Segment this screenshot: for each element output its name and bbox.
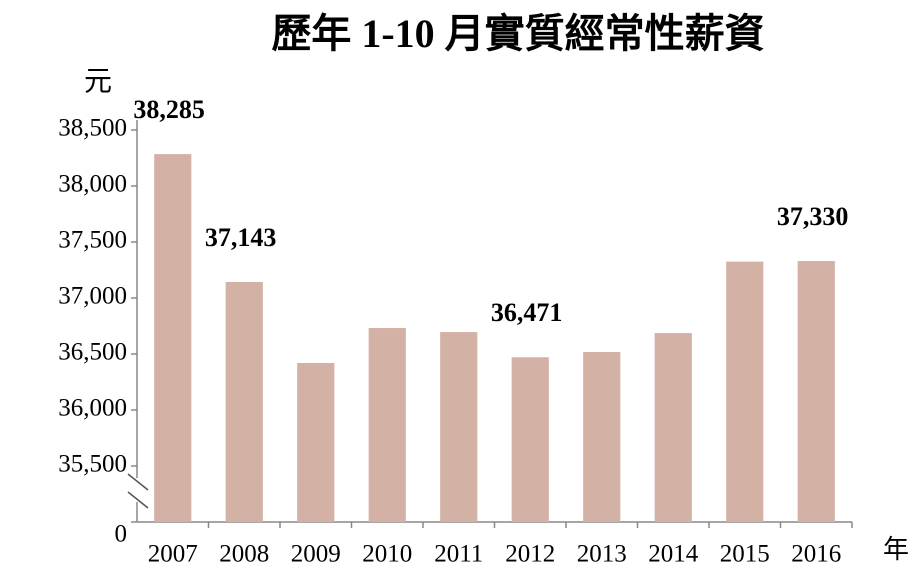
bar — [368, 328, 406, 522]
x-tick-label: 2007 — [148, 541, 198, 568]
x-tick-label: 2009 — [291, 541, 341, 568]
x-tick-label: 2010 — [362, 541, 412, 568]
y-tick-label: 38,500 — [58, 115, 127, 142]
x-tick-label: 2014 — [648, 541, 699, 568]
bar — [511, 357, 549, 522]
value-label: 37,330 — [777, 202, 849, 231]
bar — [154, 154, 192, 522]
x-tick-label: 2008 — [219, 541, 269, 568]
bar — [225, 281, 263, 522]
x-tick-label: 2015 — [720, 541, 770, 568]
bar — [583, 351, 621, 522]
y-tick-label: 36,500 — [58, 339, 127, 366]
x-axis-label: 年 — [883, 535, 909, 564]
x-tick-label: 2013 — [577, 541, 627, 568]
bar — [654, 333, 692, 522]
value-label: 37,143 — [205, 223, 277, 252]
axis-break-mark — [127, 491, 149, 509]
x-tick-label: 2011 — [434, 541, 483, 568]
y-tick-label: 37,500 — [58, 227, 127, 254]
y-axis-label: 元 — [84, 66, 112, 97]
y-tick-label: 36,000 — [58, 395, 127, 422]
x-tick-label: 2012 — [505, 541, 555, 568]
bar — [797, 261, 835, 522]
y-tick-label: 37,000 — [58, 283, 127, 310]
x-tick-label: 2016 — [791, 541, 841, 568]
value-label: 36,471 — [491, 298, 563, 327]
bar — [440, 332, 478, 522]
y-tick-label: 35,500 — [58, 451, 127, 478]
axis-break-mark — [127, 473, 149, 491]
value-label: 38,285 — [133, 95, 205, 124]
y-tick-label: 0 — [115, 521, 128, 548]
bar — [297, 362, 335, 522]
chart-title: 歷年 1-10 月實質經常性薪資 — [271, 11, 764, 56]
bar — [726, 261, 764, 522]
y-tick-label: 38,000 — [58, 171, 127, 198]
